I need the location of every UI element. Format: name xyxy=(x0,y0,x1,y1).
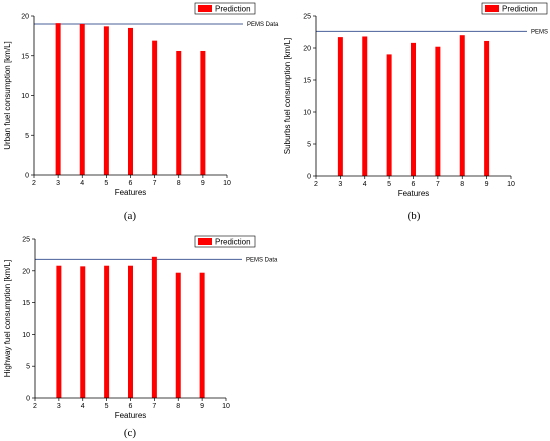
bar-feature-9 xyxy=(199,272,205,398)
suburbs-chart: PEMS Data 2 3 4 5 6 7 8 9 10 0 5 10 15 20 25 Features Sub… xyxy=(283,2,550,222)
bar-feature-4 xyxy=(362,36,368,177)
highway-chart: PEMS Data 2 3 4 5 6 7 8 9 10 0 5 10 15 20 25 Features Hig… xyxy=(3,235,278,439)
legend-label: Prediction xyxy=(215,5,251,14)
bar-feature-5 xyxy=(103,26,109,176)
y-tick-label: 25 xyxy=(22,237,30,244)
bar-feature-6 xyxy=(411,42,416,176)
bar-feature-7 xyxy=(435,46,441,176)
y-tick-label: 0 xyxy=(307,174,311,181)
x-tick-label: 4 xyxy=(81,403,85,410)
legend-swatch xyxy=(198,5,212,12)
panel-caption: (a) xyxy=(124,210,137,222)
x-tick-label: 3 xyxy=(56,180,60,187)
legend-label: Prediction xyxy=(502,5,538,14)
x-tick-label: 10 xyxy=(223,180,231,187)
y-tick-label: 10 xyxy=(21,93,29,100)
bar-feature-7 xyxy=(152,40,158,175)
legend-box xyxy=(481,2,548,15)
x-tick-label: 8 xyxy=(460,181,464,188)
y-tick-label: 0 xyxy=(26,396,30,403)
x-tick-label: 6 xyxy=(412,181,416,188)
y-tick-label: 15 xyxy=(21,53,29,60)
y-axis-label: Suburbs fuel consumption [km/L] xyxy=(283,38,292,155)
x-tick-label: 6 xyxy=(129,180,133,187)
x-axis-label: Features xyxy=(398,189,430,198)
bar-feature-9 xyxy=(484,40,490,177)
bar-feature-8 xyxy=(459,35,465,177)
y-tick-label: 20 xyxy=(21,14,29,21)
x-tick-label: 9 xyxy=(200,403,204,410)
y-axis-label: Highway fuel consumption [km/L] xyxy=(3,260,12,377)
y-tick-label: 20 xyxy=(22,268,30,275)
bar-feature-3 xyxy=(337,37,343,177)
x-tick-label: 7 xyxy=(436,181,440,188)
bar-feature-6 xyxy=(128,265,133,398)
x-axis-label: Features xyxy=(115,188,147,197)
y-tick-label: 5 xyxy=(26,364,30,371)
bar-feature-8 xyxy=(175,272,181,398)
bar-feature-3 xyxy=(56,265,62,398)
bar-feature-5 xyxy=(104,265,110,398)
y-axis-label: Urban fuel consumption [km/L] xyxy=(3,41,12,150)
x-tick-label: 9 xyxy=(485,181,489,188)
x-axis-label: Features xyxy=(115,411,147,420)
legend-box xyxy=(194,2,256,15)
x-tick-label: 10 xyxy=(507,181,515,188)
x-tick-label: 4 xyxy=(363,181,367,188)
urban-chart: PEMS Data 2 3 4 5 6 7 8 9 10 0 5 10 15 20 Features Urban… xyxy=(3,2,279,222)
y-tick-label: 0 xyxy=(25,173,29,180)
y-tick-label: 10 xyxy=(22,332,30,339)
y-tick-label: 25 xyxy=(303,14,311,21)
y-tick-label: 20 xyxy=(303,46,311,53)
x-tick-label: 3 xyxy=(57,403,61,410)
bar-feature-7 xyxy=(151,256,157,398)
x-tick-label: 8 xyxy=(177,180,181,187)
x-tick-label: 7 xyxy=(153,180,157,187)
bar-feature-4 xyxy=(79,23,85,176)
y-tick-label: 5 xyxy=(25,133,29,140)
x-tick-label: 4 xyxy=(80,180,84,187)
x-tick-label: 2 xyxy=(33,403,37,410)
x-tick-label: 6 xyxy=(129,403,133,410)
x-tick-label: 5 xyxy=(105,403,109,410)
bar-feature-8 xyxy=(176,50,182,176)
x-tick-label: 2 xyxy=(32,180,36,187)
x-tick-label: 3 xyxy=(338,181,342,188)
bar-feature-9 xyxy=(200,50,206,176)
bar-feature-5 xyxy=(386,54,392,176)
x-tick-label: 8 xyxy=(176,403,180,410)
bar-feature-4 xyxy=(80,266,86,398)
panel-caption: (c) xyxy=(124,427,137,439)
legend-swatch xyxy=(198,238,212,245)
x-tick-label: 9 xyxy=(201,180,205,187)
x-tick-label: 5 xyxy=(104,180,108,187)
panel-caption: (b) xyxy=(408,210,421,222)
pems-label: PEMS Data xyxy=(247,22,279,28)
y-tick-label: 15 xyxy=(22,300,30,307)
y-tick-label: 15 xyxy=(303,78,311,85)
legend-swatch xyxy=(485,5,499,12)
y-tick-label: 10 xyxy=(303,110,311,117)
x-tick-label: 2 xyxy=(314,181,318,188)
x-tick-label: 7 xyxy=(152,403,156,410)
bar-feature-3 xyxy=(55,23,61,176)
x-tick-label: 5 xyxy=(387,181,391,188)
pems-label: PEMS Data xyxy=(246,257,278,263)
x-tick-label: 10 xyxy=(222,403,230,410)
y-tick-label: 5 xyxy=(307,142,311,149)
bar-feature-6 xyxy=(128,27,133,175)
pems-label: PEMS Data xyxy=(531,29,550,35)
legend-label: Prediction xyxy=(215,238,251,247)
legend-box xyxy=(194,235,256,248)
